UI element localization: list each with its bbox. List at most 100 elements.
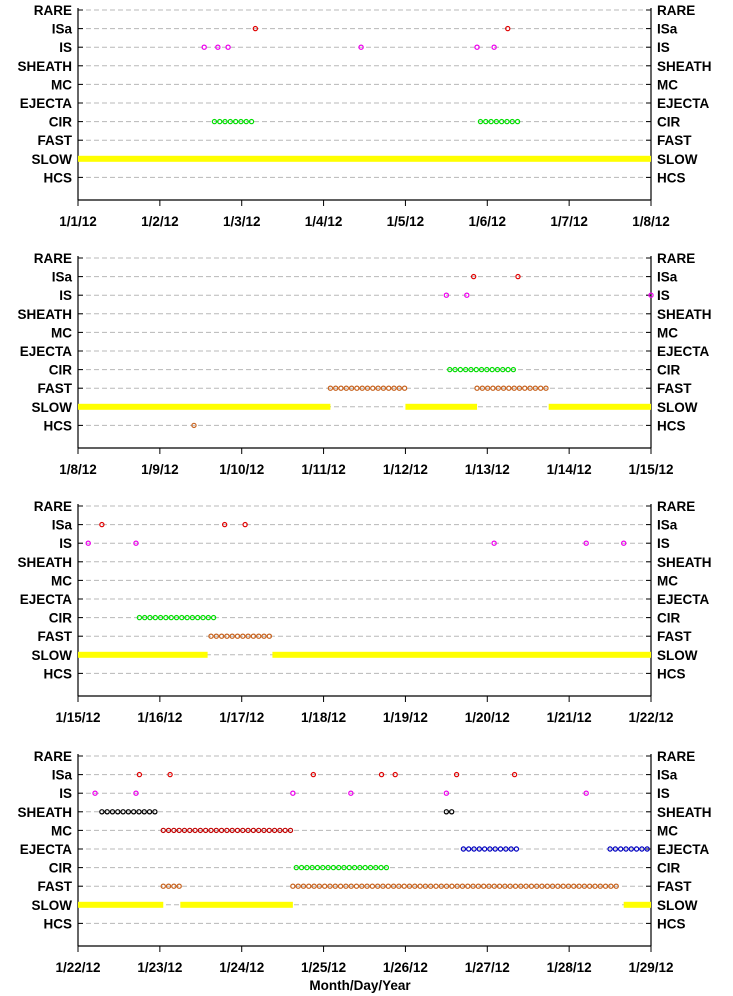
series-is	[201, 44, 497, 50]
ejecta-marker	[487, 846, 493, 852]
cir-marker	[141, 614, 148, 621]
fast-marker	[475, 883, 482, 889]
x-tick-label: 1/16/12	[137, 710, 182, 725]
category-label-right: IS	[657, 288, 670, 303]
category-label-left: EJECTA	[20, 344, 73, 359]
fast-marker	[522, 385, 528, 391]
fast-marker	[375, 385, 381, 391]
mc-marker	[271, 827, 278, 834]
x-tick-label: 1/21/12	[547, 710, 592, 725]
is-point	[474, 44, 480, 50]
category-label-left: MC	[51, 573, 72, 588]
category-label-right: SHEATH	[657, 805, 712, 820]
isa-point	[136, 771, 143, 778]
fast-marker	[523, 883, 529, 889]
cir-marker	[222, 118, 228, 125]
mc-marker	[234, 827, 241, 834]
category-label-left: EJECTA	[20, 842, 73, 857]
is-point	[92, 790, 98, 796]
cir-marker	[304, 864, 310, 871]
category-label-right: SLOW	[657, 152, 698, 167]
series-slow	[78, 901, 651, 908]
cir-marker	[362, 864, 368, 871]
cir-marker	[309, 864, 315, 871]
fast-marker	[391, 385, 397, 391]
category-label-right: HCS	[657, 666, 686, 681]
fast-marker	[380, 385, 387, 391]
category-label-right: MC	[657, 573, 678, 588]
mc-marker	[266, 827, 272, 834]
series-slow	[78, 651, 651, 658]
fast-marker	[533, 883, 540, 889]
cir-marker	[194, 614, 201, 621]
fast-marker	[332, 385, 339, 391]
cir-marker	[473, 366, 479, 373]
fast-marker	[518, 883, 524, 889]
fast-marker	[353, 883, 360, 889]
cir-marker	[147, 614, 153, 621]
fast-marker	[396, 385, 402, 391]
mc-marker	[245, 827, 251, 834]
cir-marker	[293, 864, 299, 871]
sheath-marker	[99, 809, 105, 815]
category-label-right: SHEATH	[657, 555, 712, 570]
cir-marker	[152, 614, 158, 621]
series-slow	[78, 155, 651, 162]
cir-marker	[179, 614, 185, 621]
fast-marker	[539, 883, 545, 889]
category-label-right: CIR	[657, 115, 681, 130]
category-label-left: SLOW	[32, 648, 73, 663]
slow-wind-bar	[180, 901, 293, 908]
category-label-left: MC	[51, 325, 72, 340]
ejecta-marker	[503, 846, 509, 852]
fast-marker	[602, 883, 609, 889]
category-label-left: FAST	[37, 629, 72, 644]
category-label-left: RARE	[34, 749, 72, 764]
category-label-right: IS	[657, 786, 670, 801]
panel-2: RARE RARE ISa ISa IS IS SHEATH SHEATH MC MC EJECTA…	[17, 251, 711, 477]
cir-marker	[510, 366, 517, 373]
fast-marker	[474, 385, 480, 391]
mc-marker	[224, 827, 230, 834]
fast-marker	[496, 883, 503, 889]
is-point	[464, 292, 470, 298]
fast-marker	[459, 883, 466, 889]
cir-marker	[157, 614, 164, 621]
fast-marker	[576, 883, 582, 889]
fast-marker	[218, 633, 225, 639]
slow-wind-bar	[78, 651, 208, 658]
ejecta-marker	[460, 846, 467, 852]
slow-wind-bar	[272, 651, 651, 658]
slow-wind-bar	[548, 403, 651, 410]
is-point	[491, 540, 497, 546]
isa-point	[252, 25, 259, 32]
series-isa	[252, 25, 511, 32]
series-mc	[160, 827, 294, 834]
isa-point	[310, 771, 317, 778]
cir-marker	[200, 614, 206, 621]
series-sheath	[99, 809, 455, 815]
ejecta-marker	[497, 846, 504, 852]
category-label-right: RARE	[657, 3, 695, 18]
ejecta-marker	[612, 846, 619, 852]
panel-1: RARE RARE ISa ISa IS IS SHEATH SHEATH MC MC EJECTA…	[17, 3, 711, 229]
category-label-left: ISa	[52, 518, 73, 533]
fast-marker	[500, 385, 507, 391]
ejecta-marker	[471, 846, 477, 852]
category-label-left: RARE	[34, 499, 72, 514]
cir-marker	[478, 366, 485, 373]
x-tick-label: 1/9/12	[141, 462, 179, 477]
isa-point	[515, 273, 521, 280]
sheath-marker	[104, 809, 110, 815]
category-label-left: SHEATH	[17, 805, 72, 820]
hcs-point	[191, 422, 197, 429]
x-tick-label: 1/25/12	[301, 960, 346, 975]
category-label-left: IS	[59, 786, 72, 801]
category-label-right: FAST	[657, 133, 692, 148]
x-tick-label: 1/28/12	[547, 960, 592, 975]
ejecta-marker	[607, 846, 613, 852]
is-point	[443, 790, 450, 796]
category-label-left: SLOW	[32, 400, 73, 415]
is-point	[358, 44, 364, 50]
fast-marker	[592, 883, 598, 889]
